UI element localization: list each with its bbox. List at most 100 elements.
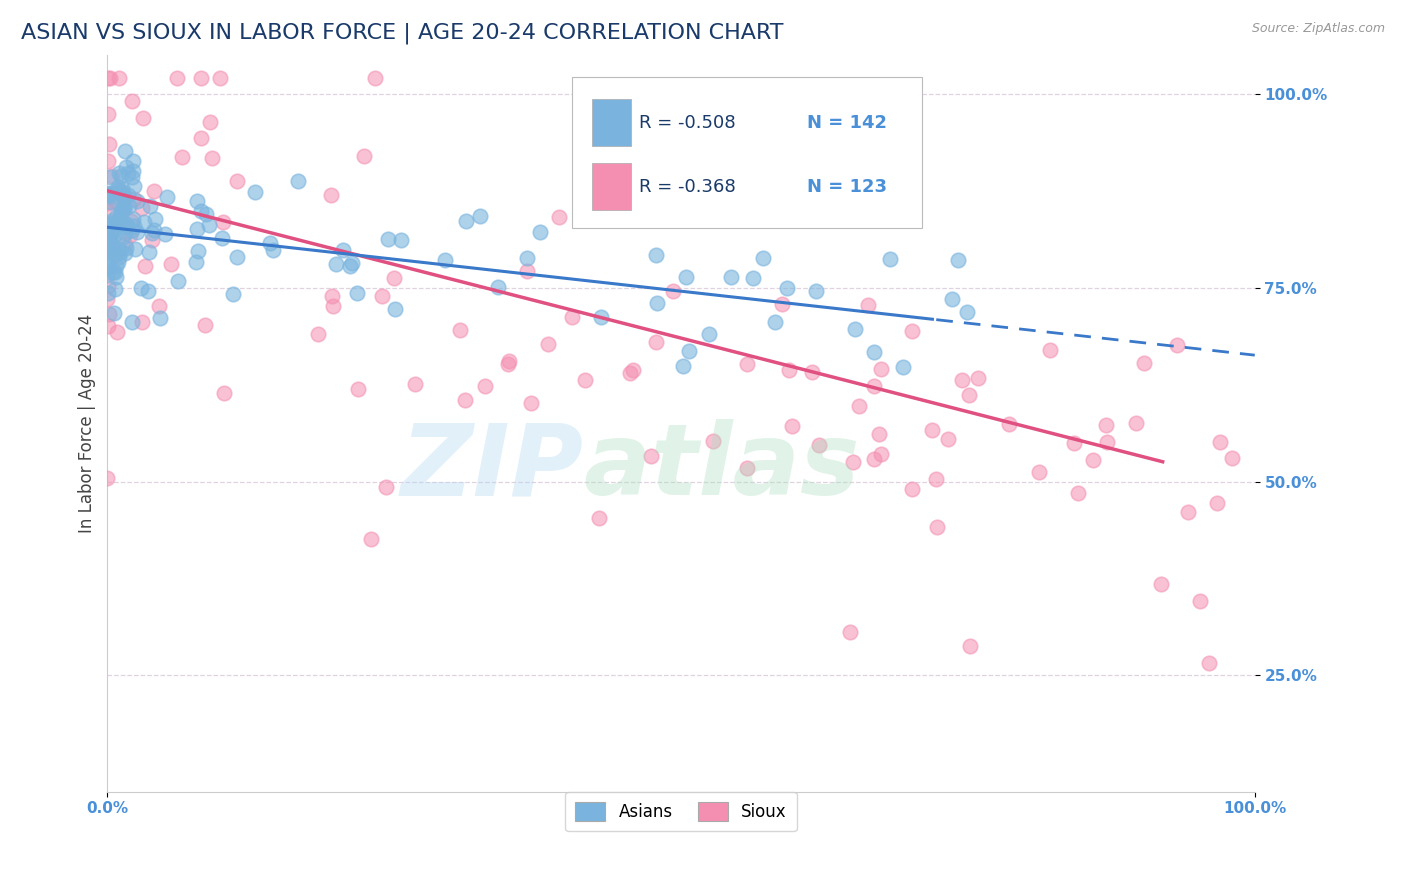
Point bbox=[108, 184, 131, 198]
Point bbox=[589, 310, 612, 324]
Point bbox=[97, 307, 120, 321]
Point bbox=[172, 150, 194, 164]
Point bbox=[1125, 416, 1147, 430]
Point bbox=[98, 232, 121, 246]
Point bbox=[97, 243, 120, 257]
Point bbox=[100, 195, 122, 210]
Point bbox=[1206, 496, 1229, 510]
Point bbox=[166, 71, 188, 86]
Point bbox=[186, 194, 208, 209]
Point bbox=[104, 282, 127, 296]
Point bbox=[198, 115, 221, 129]
Point bbox=[1177, 504, 1199, 518]
Point bbox=[187, 244, 209, 259]
FancyBboxPatch shape bbox=[572, 78, 922, 228]
Point bbox=[225, 250, 247, 264]
Point bbox=[97, 229, 120, 244]
Point bbox=[194, 318, 217, 332]
Point bbox=[156, 190, 179, 204]
Point bbox=[107, 250, 129, 264]
Point bbox=[97, 229, 120, 244]
Point bbox=[848, 399, 870, 413]
Point bbox=[353, 149, 375, 163]
Point bbox=[124, 242, 146, 256]
Point bbox=[190, 71, 212, 86]
Point bbox=[122, 179, 145, 194]
Point bbox=[702, 434, 724, 449]
Point bbox=[117, 188, 139, 202]
Point bbox=[153, 227, 176, 241]
Point bbox=[122, 164, 145, 178]
Point bbox=[488, 280, 510, 294]
Point bbox=[804, 284, 827, 298]
Point bbox=[184, 255, 207, 269]
Point bbox=[143, 184, 166, 198]
Point bbox=[434, 252, 457, 267]
Point bbox=[948, 252, 970, 267]
Point bbox=[529, 225, 551, 239]
Point bbox=[844, 322, 866, 336]
Point bbox=[100, 236, 122, 251]
Point bbox=[186, 221, 208, 235]
Point bbox=[588, 510, 610, 524]
Point bbox=[104, 270, 127, 285]
Point bbox=[211, 230, 233, 244]
Point bbox=[921, 423, 943, 437]
Point bbox=[516, 264, 538, 278]
Point bbox=[212, 386, 235, 401]
Point bbox=[1067, 486, 1090, 500]
Point bbox=[574, 373, 596, 387]
Point bbox=[201, 151, 224, 165]
Legend: Asians, Sioux: Asians, Sioux bbox=[565, 792, 797, 831]
Point bbox=[195, 207, 218, 221]
Point bbox=[112, 202, 135, 217]
Point bbox=[97, 318, 120, 333]
Point bbox=[121, 170, 143, 185]
Point bbox=[856, 298, 879, 312]
Point bbox=[198, 218, 221, 232]
Point bbox=[104, 215, 127, 229]
Point bbox=[120, 214, 142, 228]
Text: N = 142: N = 142 bbox=[807, 114, 887, 132]
Point bbox=[160, 257, 183, 271]
Point bbox=[891, 359, 914, 374]
Point bbox=[110, 205, 132, 219]
Point bbox=[689, 186, 711, 201]
Point bbox=[103, 265, 125, 279]
Point bbox=[138, 245, 160, 260]
Point bbox=[98, 137, 121, 152]
Point bbox=[752, 251, 775, 265]
Point bbox=[1095, 434, 1118, 449]
Point bbox=[1095, 418, 1118, 433]
Text: Source: ZipAtlas.com: Source: ZipAtlas.com bbox=[1251, 22, 1385, 36]
Point bbox=[863, 451, 886, 466]
Point bbox=[936, 432, 959, 446]
Point bbox=[377, 232, 399, 246]
Point bbox=[97, 258, 120, 272]
Point bbox=[97, 285, 120, 300]
Point bbox=[384, 301, 406, 316]
Point bbox=[807, 438, 830, 452]
Point bbox=[96, 471, 118, 485]
Point bbox=[100, 226, 122, 240]
Point bbox=[112, 191, 135, 205]
Point bbox=[319, 188, 342, 202]
Point bbox=[382, 271, 405, 285]
Point bbox=[107, 179, 129, 194]
Point bbox=[96, 232, 118, 246]
Point bbox=[112, 188, 135, 202]
Point bbox=[1028, 465, 1050, 479]
Point bbox=[117, 166, 139, 180]
Point bbox=[776, 281, 799, 295]
Point bbox=[742, 271, 765, 285]
Point bbox=[1209, 434, 1232, 449]
Point bbox=[110, 244, 132, 259]
Point bbox=[136, 285, 159, 299]
Point bbox=[111, 230, 134, 244]
Point bbox=[371, 288, 394, 302]
Point bbox=[96, 217, 118, 231]
Point bbox=[104, 195, 127, 210]
Point bbox=[863, 379, 886, 393]
Point bbox=[1063, 436, 1085, 450]
Point bbox=[115, 217, 138, 231]
